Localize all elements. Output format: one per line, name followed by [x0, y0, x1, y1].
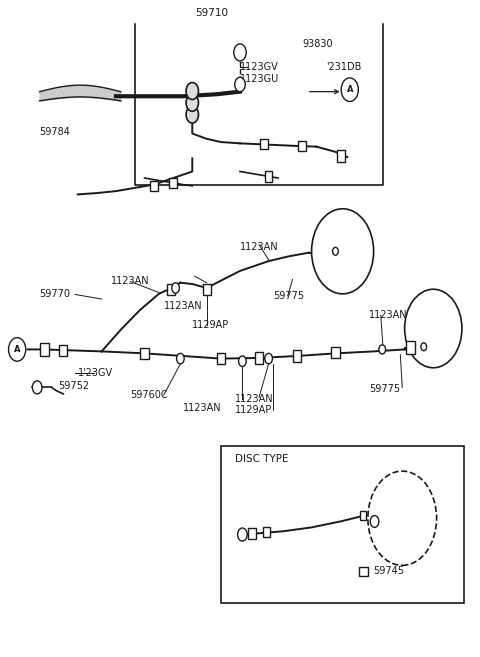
Text: 1123AN: 1123AN — [240, 242, 278, 252]
Bar — [260, 139, 268, 149]
Circle shape — [234, 44, 246, 61]
Text: A: A — [14, 345, 20, 354]
Bar — [360, 566, 368, 576]
Circle shape — [186, 106, 199, 123]
Bar — [167, 284, 175, 295]
Text: 1123AN: 1123AN — [369, 310, 408, 321]
Bar — [141, 348, 149, 359]
Bar — [169, 178, 177, 189]
Bar — [203, 284, 211, 295]
Bar — [248, 528, 256, 539]
Circle shape — [405, 289, 462, 368]
Text: 1123AN: 1123AN — [111, 277, 150, 286]
Text: 1129AP: 1129AP — [235, 405, 273, 415]
Bar — [60, 344, 68, 355]
Bar — [39, 343, 49, 356]
Text: '231DB: '231DB — [326, 62, 361, 72]
Circle shape — [9, 338, 26, 361]
Bar — [217, 353, 225, 364]
Circle shape — [235, 78, 245, 92]
Circle shape — [186, 83, 199, 99]
Bar — [221, 446, 464, 603]
Text: 1'23GV: 1'23GV — [78, 368, 113, 378]
Circle shape — [312, 209, 373, 294]
Circle shape — [333, 248, 338, 255]
Bar — [255, 352, 263, 363]
Circle shape — [368, 471, 437, 565]
Bar — [293, 350, 301, 361]
Bar — [406, 341, 415, 354]
Circle shape — [421, 343, 427, 351]
Text: A: A — [347, 85, 353, 94]
Circle shape — [177, 353, 184, 364]
Circle shape — [238, 528, 247, 541]
Bar — [337, 150, 346, 162]
Text: 1123GV: 1123GV — [240, 62, 279, 72]
Text: 59745: 59745 — [373, 566, 405, 576]
Circle shape — [239, 356, 246, 367]
Text: 59760C: 59760C — [130, 390, 168, 400]
Text: 93830: 93830 — [302, 39, 333, 49]
Circle shape — [265, 353, 273, 364]
Bar — [150, 181, 158, 191]
Circle shape — [33, 381, 42, 394]
Circle shape — [341, 78, 359, 101]
Text: 1123GU: 1123GU — [240, 74, 279, 83]
Bar — [263, 528, 270, 537]
Circle shape — [172, 283, 180, 293]
Circle shape — [370, 516, 379, 528]
Bar — [298, 141, 306, 151]
Text: 59770: 59770 — [39, 290, 71, 300]
Text: 59775: 59775 — [274, 291, 304, 301]
Text: 59775: 59775 — [369, 384, 400, 394]
Text: 59784: 59784 — [39, 127, 71, 137]
Text: 1129AP: 1129AP — [192, 320, 229, 330]
Text: 1123AN: 1123AN — [183, 403, 221, 413]
Text: 1123AN: 1123AN — [164, 301, 202, 311]
Bar — [331, 347, 339, 358]
Text: 1123AN: 1123AN — [235, 394, 274, 403]
Circle shape — [379, 345, 385, 354]
Text: 59710: 59710 — [195, 8, 228, 18]
Text: DISC TYPE: DISC TYPE — [235, 454, 289, 464]
Circle shape — [186, 95, 199, 111]
Bar — [360, 511, 366, 520]
Bar — [265, 171, 273, 182]
Text: 59752: 59752 — [59, 381, 90, 391]
